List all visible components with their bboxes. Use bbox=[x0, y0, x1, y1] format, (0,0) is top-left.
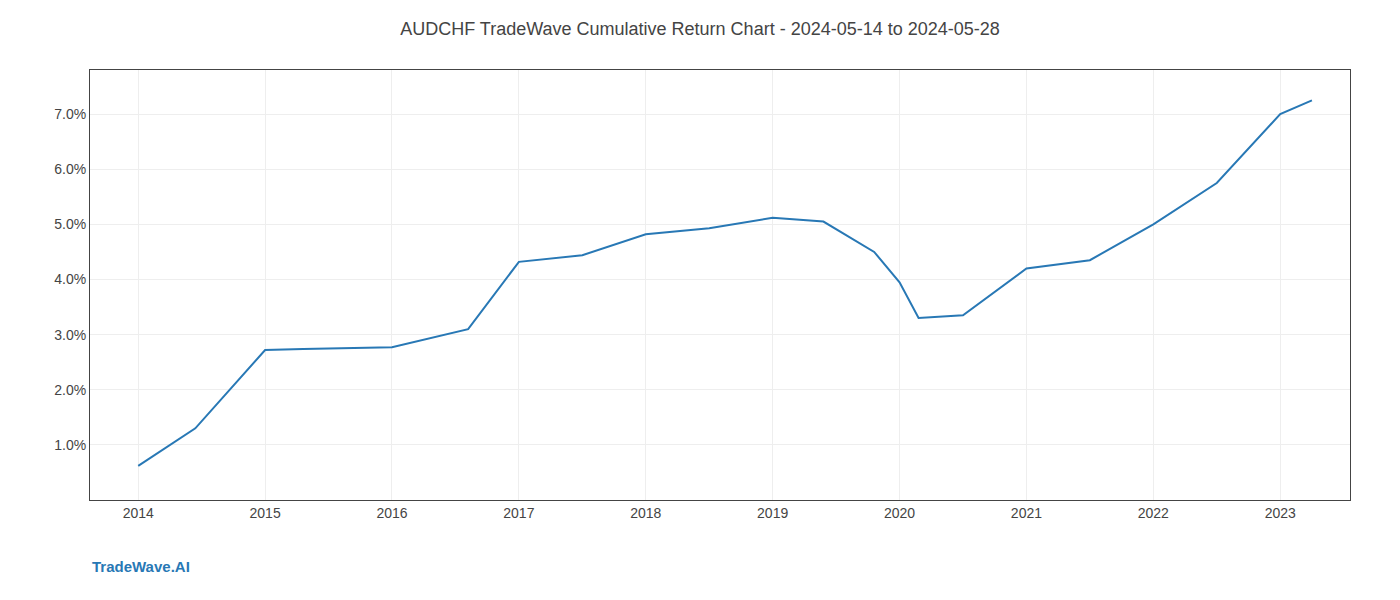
svg-text:2014: 2014 bbox=[123, 505, 154, 521]
svg-text:4.0%: 4.0% bbox=[54, 271, 86, 287]
svg-text:2022: 2022 bbox=[1138, 505, 1169, 521]
svg-text:2017: 2017 bbox=[503, 505, 534, 521]
svg-text:2020: 2020 bbox=[884, 505, 915, 521]
svg-text:2.0%: 2.0% bbox=[54, 382, 86, 398]
svg-text:2023: 2023 bbox=[1265, 505, 1296, 521]
svg-text:TradeWave.AI: TradeWave.AI bbox=[92, 558, 190, 575]
svg-text:2015: 2015 bbox=[250, 505, 281, 521]
svg-text:2016: 2016 bbox=[376, 505, 407, 521]
svg-text:2021: 2021 bbox=[1011, 505, 1042, 521]
svg-text:2018: 2018 bbox=[630, 505, 661, 521]
svg-text:2019: 2019 bbox=[757, 505, 788, 521]
svg-text:3.0%: 3.0% bbox=[54, 327, 86, 343]
svg-text:AUDCHF TradeWave Cumulative Re: AUDCHF TradeWave Cumulative Return Chart… bbox=[400, 19, 1000, 39]
svg-text:6.0%: 6.0% bbox=[54, 161, 86, 177]
svg-text:1.0%: 1.0% bbox=[54, 437, 86, 453]
svg-text:7.0%: 7.0% bbox=[54, 106, 86, 122]
svg-text:5.0%: 5.0% bbox=[54, 216, 86, 232]
